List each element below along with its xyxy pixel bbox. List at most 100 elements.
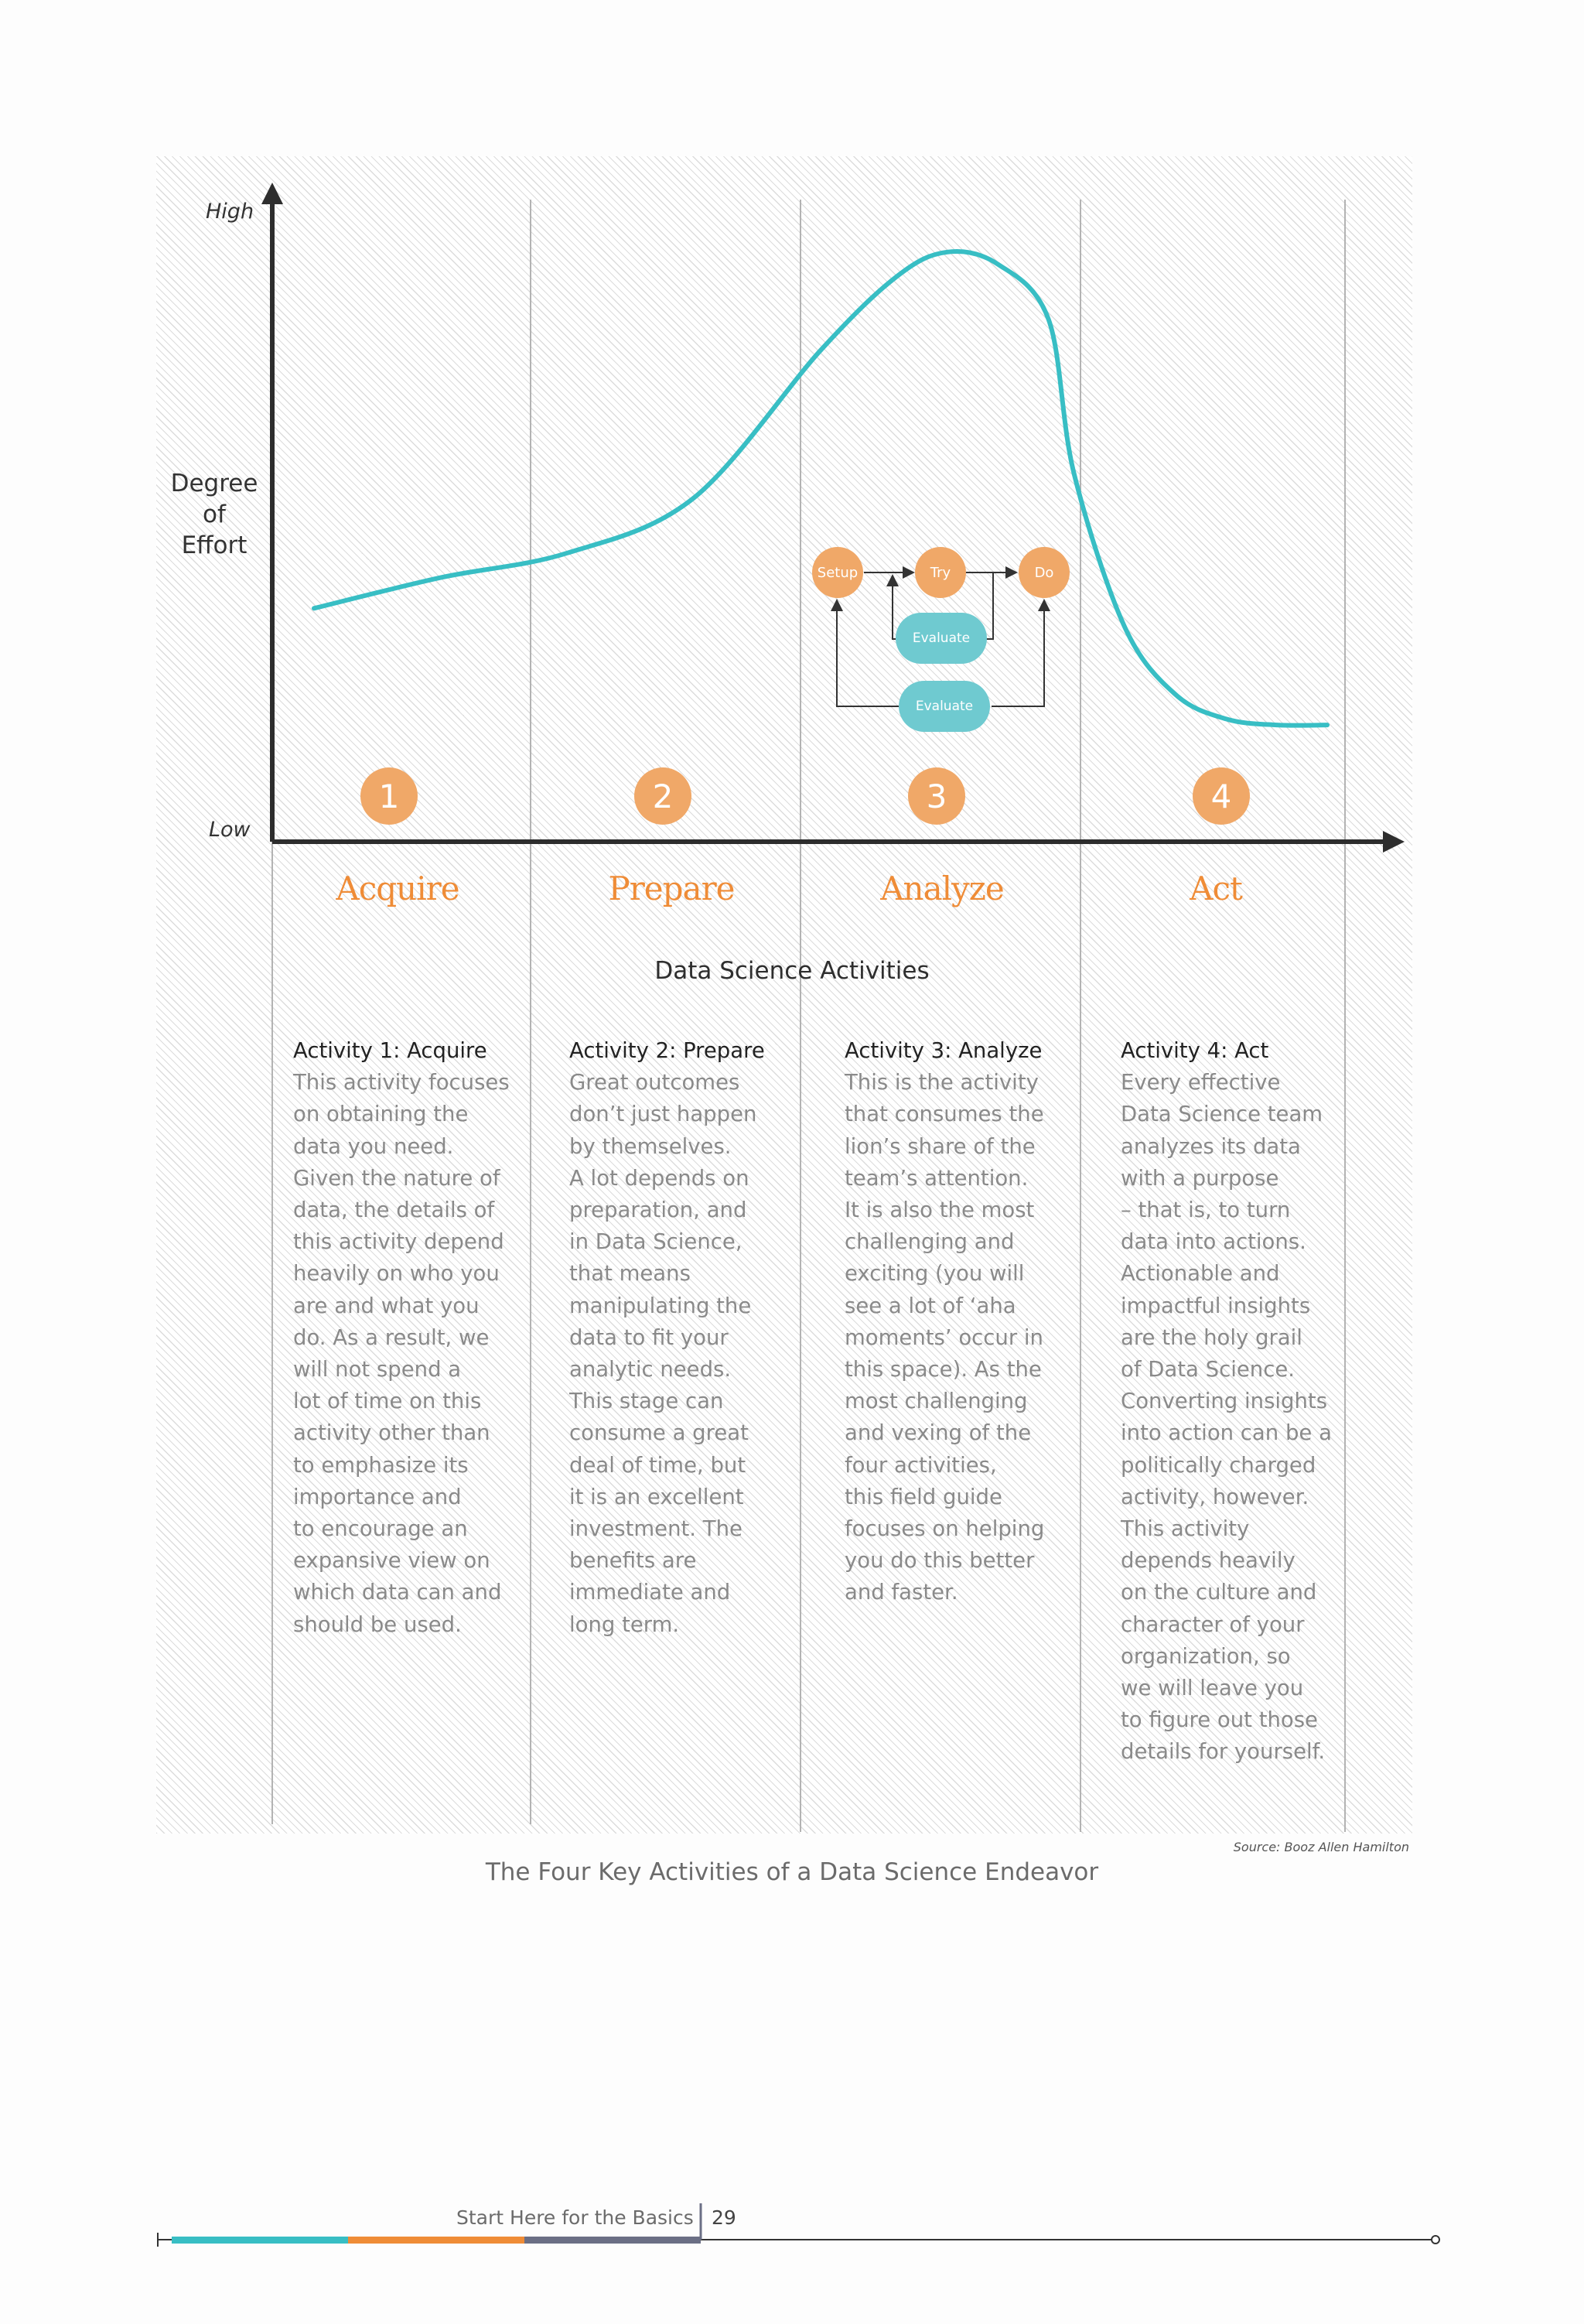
activity-body-line: – that is, to turn [1121, 1198, 1291, 1223]
activity-body-line: don’t just happen [569, 1102, 757, 1127]
activity-body-line: details for yourself. [1121, 1739, 1326, 1765]
activity-body: This activity focuses on obtaining the dat… [293, 1067, 517, 1641]
footer-rule-end-dot [1431, 2235, 1440, 2244]
stage-name-act: Act [1190, 870, 1243, 907]
stage-number-3: 3 [908, 767, 965, 825]
column-divider [1080, 200, 1081, 1832]
x-axis-arrowhead [1383, 831, 1405, 853]
activity-body-line: into action can be a [1121, 1420, 1332, 1446]
stage-number-1: 1 [360, 767, 418, 825]
activity-body-line: preparation, and [569, 1198, 747, 1223]
activity-body-line: lot of time on this [293, 1389, 482, 1414]
activity-body-line: expansive view on [293, 1548, 490, 1574]
y-axis-title: Degree of Effort [168, 468, 261, 561]
activity-body-line: this space). As the [845, 1357, 1042, 1382]
activity-heading: Activity 2: Prepare [569, 1038, 765, 1063]
effort-curve [312, 249, 1330, 728]
y-axis-title-line: of [203, 501, 226, 528]
activity-column-1: Activity 1: Acquire This activity focuse… [293, 1035, 517, 1641]
activity-body-line: Converting insights [1121, 1389, 1328, 1414]
activity-body: Every effective Data Science team analyzes… [1121, 1067, 1345, 1768]
activity-body-line: on the culture and [1121, 1580, 1317, 1605]
activity-body-line: see a lot of ‘aha [845, 1293, 1016, 1318]
stage-number-2: 2 [634, 767, 691, 825]
activity-body-line: that consumes the [845, 1102, 1044, 1127]
activity-body-line: heavily on who you [293, 1261, 500, 1287]
activity-body-line: This is the activity [845, 1070, 1039, 1095]
flow-inner-loop-back [886, 574, 899, 640]
activity-body-line: of Data Science. [1121, 1357, 1295, 1382]
column-divider [1344, 200, 1346, 1832]
stage-name-prepare: Prepare [608, 870, 735, 907]
activity-body-line: This activity [1121, 1516, 1250, 1542]
activity-body-line: do. As a result, we [293, 1324, 490, 1350]
activity-body-line: it is an excellent [569, 1484, 744, 1509]
y-axis-low-label: Low [209, 818, 251, 842]
activity-body-line: deal of time, but [569, 1452, 746, 1478]
activity-body-line: this activity depend [293, 1229, 504, 1255]
activity-body-line: It is also the most [845, 1198, 1035, 1223]
figure-panel [156, 156, 1412, 1834]
activity-body-line: activity, however. [1121, 1484, 1309, 1509]
activity-body-line: by themselves. [569, 1133, 732, 1159]
activity-body-line: politically charged [1121, 1452, 1316, 1478]
activity-body-line: most challenging [845, 1389, 1028, 1414]
stage-name-acquire: Acquire [336, 870, 459, 907]
activity-body-line: to encourage an [293, 1516, 468, 1542]
activity-column-3: Activity 3: Analyze This is the activity… [845, 1035, 1069, 1609]
source-note: Source: Booz Allen Hamilton [1233, 1840, 1409, 1854]
footer-bar-slate [524, 2237, 701, 2244]
activity-body-line: activity other than [293, 1420, 490, 1446]
activity-body-line: this field guide [845, 1484, 1002, 1509]
activity-body-line: data into actions. [1121, 1229, 1306, 1255]
stage-number-4: 4 [1193, 767, 1250, 825]
stage-name-analyze: Analyze [880, 870, 1005, 907]
activity-body-line: lion’s share of the [845, 1133, 1036, 1159]
activity-body-line: benefits are [569, 1548, 697, 1574]
footer-page-number: 29 [712, 2206, 736, 2229]
activity-heading: Activity 4: Act [1121, 1038, 1269, 1063]
flow-node-try: Try [915, 547, 966, 598]
y-axis-title-line: Degree [170, 470, 258, 497]
activity-body: Great outcomes don’t just happen by themse… [569, 1067, 794, 1641]
activity-body-line: A lot depends on [569, 1165, 749, 1191]
activity-body-line: immediate and [569, 1580, 731, 1605]
flow-node-do: Do [1019, 547, 1070, 598]
activity-body-line: to figure out those [1121, 1707, 1318, 1733]
activity-body-line: will not spend a [293, 1357, 462, 1382]
flow-node-setup: Setup [812, 547, 863, 598]
activity-body-line: that means [569, 1261, 691, 1287]
figure-caption: The Four Key Activities of a Data Scienc… [485, 1858, 1099, 1886]
activity-body-line: to emphasize its [293, 1452, 469, 1478]
activity-body-line: and vexing of the [845, 1420, 1032, 1446]
flow-outer-loop [831, 599, 899, 707]
activity-body-line: importance and [293, 1484, 462, 1509]
activity-body-line: analyzes its data [1121, 1133, 1301, 1159]
activity-body-line: This stage can [569, 1389, 724, 1414]
activity-body-line: Great outcomes [569, 1070, 740, 1095]
column-divider [800, 200, 801, 1832]
activity-body-line: team’s attention. [845, 1165, 1029, 1191]
y-axis-arrowhead [261, 183, 283, 204]
activity-body-line: moments’ occur in [845, 1324, 1043, 1350]
activity-body-line: Given the nature of [293, 1165, 500, 1191]
activity-body-line: This activity focuses [293, 1070, 510, 1095]
footer-bar-teal [172, 2237, 348, 2244]
activity-body-line: manipulating the [569, 1293, 752, 1318]
activity-body-line: Data Science team [1121, 1102, 1323, 1127]
activity-body-line: character of your [1121, 1611, 1305, 1637]
activity-body-line: in Data Science, [569, 1229, 742, 1255]
activity-body-line: depends heavily [1121, 1548, 1296, 1574]
activity-column-2: Activity 2: Prepare Great outcomes don’t … [569, 1035, 794, 1641]
activity-body-line: are the holy grail [1121, 1324, 1302, 1350]
activity-body-line: we will leave you [1121, 1676, 1304, 1701]
y-axis-title-line: Effort [181, 531, 248, 559]
activity-heading: Activity 1: Acquire [293, 1038, 487, 1063]
activity-body-line: which data can and [293, 1580, 502, 1605]
activity-column-4: Activity 4: Act Every effective Data Scie… [1121, 1035, 1345, 1769]
flow-outer-loop-do [992, 599, 1050, 707]
activity-body-line: Every effective [1121, 1070, 1281, 1095]
flow-node-evaluate-inner: Evaluate [896, 613, 987, 664]
activity-body-line: exciting (you will [845, 1261, 1025, 1287]
